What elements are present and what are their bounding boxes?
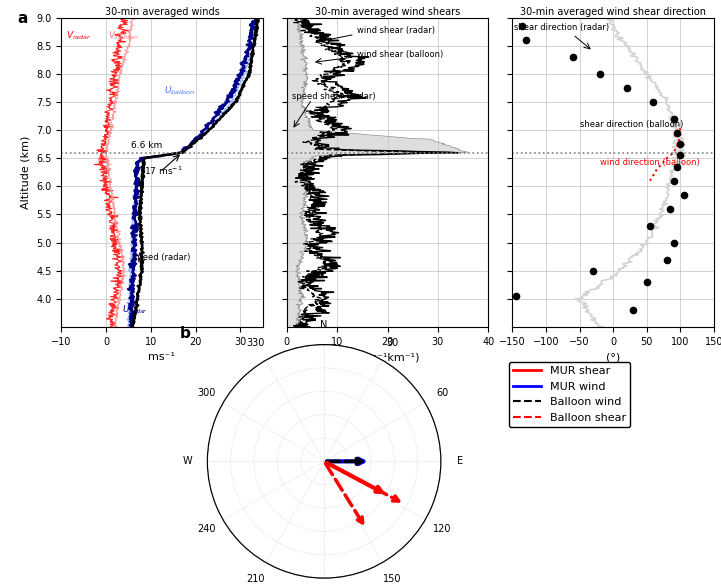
Text: wind direction (balloon): wind direction (balloon) [600, 158, 699, 167]
Text: shear direction (balloon): shear direction (balloon) [580, 120, 683, 129]
Text: a: a [17, 11, 27, 26]
Text: 17 ms$^{-1}$: 17 ms$^{-1}$ [144, 165, 182, 177]
Y-axis label: Altitude (km): Altitude (km) [20, 135, 30, 209]
Text: b: b [180, 326, 190, 341]
Text: $\mathit{U}_{radar}$: $\mathit{U}_{radar}$ [122, 304, 148, 317]
Text: 6.6 km: 6.6 km [131, 141, 162, 150]
Text: $\mathit{V}_{radar}$: $\mathit{V}_{radar}$ [66, 30, 91, 43]
X-axis label: (ms⁻¹km⁻¹): (ms⁻¹km⁻¹) [355, 352, 420, 362]
Text: speed shear (radar): speed shear (radar) [292, 92, 376, 101]
Text: speed (radar): speed (radar) [133, 252, 190, 262]
Text: $\mathit{U}_{balloon}$: $\mathit{U}_{balloon}$ [164, 85, 195, 97]
Text: shear direction (radar): shear direction (radar) [514, 23, 609, 32]
Title: 30-min averaged winds: 30-min averaged winds [105, 7, 219, 17]
X-axis label: ms⁻¹: ms⁻¹ [149, 352, 175, 362]
Title: 30-min averaged wind shears: 30-min averaged wind shears [315, 7, 460, 17]
Text: wind shear (radar): wind shear (radar) [358, 26, 435, 35]
Text: $\mathit{V}_{balloon}$: $\mathit{V}_{balloon}$ [108, 30, 139, 43]
Title: 30-min averaged wind shear direction: 30-min averaged wind shear direction [520, 7, 706, 17]
Legend: MUR shear, MUR wind, Balloon wind, Balloon shear: MUR shear, MUR wind, Balloon wind, Ballo… [509, 362, 630, 427]
X-axis label: (°): (°) [606, 352, 620, 362]
Text: wind shear (balloon): wind shear (balloon) [358, 50, 443, 59]
